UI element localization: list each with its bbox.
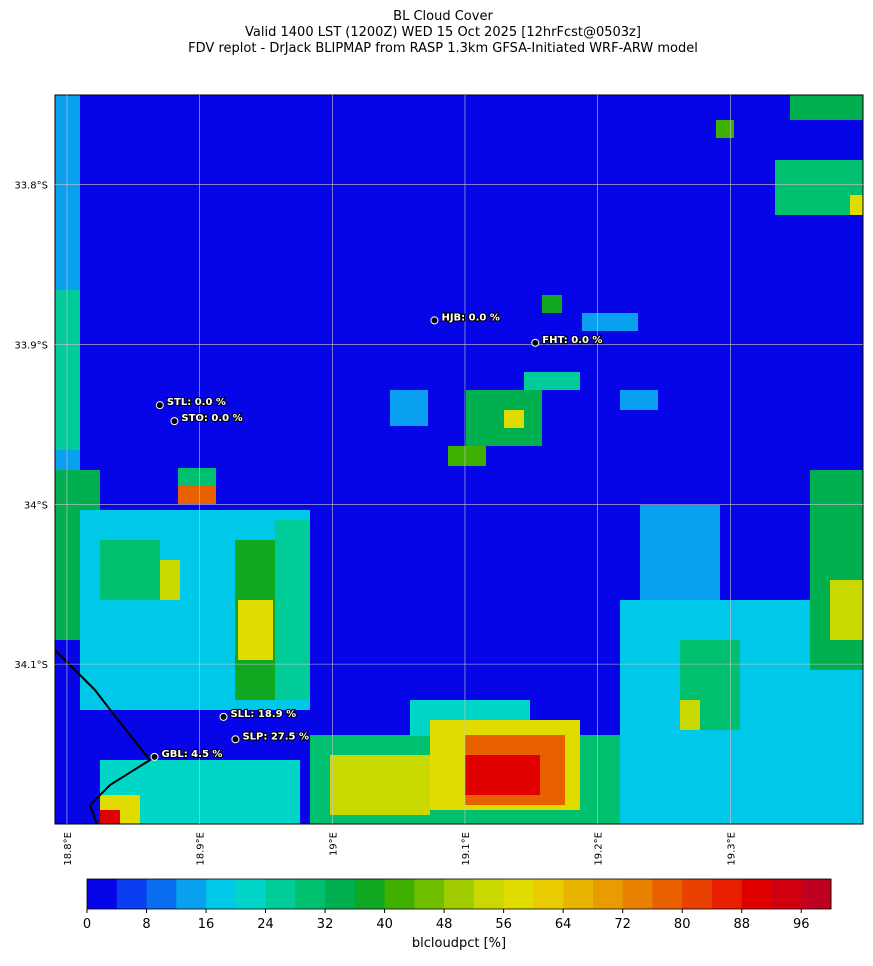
colorbar-label: blcloudpct [%] [412, 936, 506, 951]
y-tick-label: 34.1°S [14, 660, 48, 671]
map-frame [54, 94, 864, 825]
colorbar-segment [354, 879, 386, 909]
colorbar-segment [87, 879, 118, 909]
x-tick-label: 19°E [328, 832, 339, 856]
colorbar-tick-label: 24 [257, 917, 274, 932]
x-tick-label: 19.1°E [461, 832, 472, 866]
colorbar-segment [265, 879, 296, 909]
colorbar-tick-label: 48 [436, 917, 453, 932]
colorbar-tick-label: 56 [495, 917, 512, 932]
colorbar-segment [563, 879, 594, 909]
colorbar-tick-label: 16 [198, 917, 215, 932]
colorbar-segment [116, 879, 148, 909]
station-label: HJB: 0.0 % [441, 312, 499, 323]
colorbar-segment [235, 879, 267, 909]
coastline [54, 649, 152, 825]
colorbar-segment [682, 879, 713, 909]
colorbar-segment [444, 879, 475, 909]
station-label: SLP: 27.5 % [242, 731, 309, 742]
y-tick-label: 33.8°S [14, 181, 48, 192]
colorbar-tick-label: 96 [793, 917, 810, 932]
station-label: STO: 0.0 % [181, 413, 242, 424]
map-area [54, 94, 864, 825]
colorbar-tick-label: 8 [142, 917, 150, 932]
colorbar-segment [592, 879, 624, 909]
colorbar-frame [86, 878, 832, 910]
station-label: GBL: 4.5 % [162, 749, 223, 760]
colorbar-tick-label: 40 [376, 917, 393, 932]
colorbar-segment [741, 879, 772, 909]
colorbar-segment [414, 879, 445, 909]
colorbar-segment [652, 879, 683, 909]
y-tick-label: 34°S [24, 500, 48, 511]
colorbar-tick-label: 64 [555, 917, 572, 932]
colorbar-segment [325, 879, 356, 909]
station-marker [231, 735, 240, 744]
station-marker [531, 338, 540, 347]
station-marker [155, 401, 164, 410]
colorbar-tick-label: 88 [733, 917, 750, 932]
colorbar-segment [473, 879, 505, 909]
colorbar-segment [206, 879, 237, 909]
colorbar-tick-label: 0 [83, 917, 91, 932]
colorbar-segment [622, 879, 653, 909]
colorbar-segment [295, 879, 326, 909]
station-label: STL: 0.0 % [167, 397, 226, 408]
colorbar: 0 8 16 24 32 40 48 56 64 72 80 88 96 [83, 878, 832, 932]
station-marker [219, 712, 228, 721]
colorbar-segment [771, 879, 802, 909]
colorbar-segment [384, 879, 415, 909]
title-line: Valid 1400 LST (1200Z) WED 15 Oct 2025 [… [245, 25, 641, 40]
title-line: FDV replot - DrJack BLIPMAP from RASP 1.… [188, 41, 698, 56]
colorbar-segment [533, 879, 564, 909]
station-marker [430, 316, 439, 325]
title-line: BL Cloud Cover [393, 9, 493, 24]
colorbar-segment [176, 879, 207, 909]
x-tick-label: 19.3°E [726, 832, 737, 866]
colorbar-segment [801, 879, 832, 909]
x-tick-label: 19.2°E [594, 832, 605, 866]
station-marker [170, 417, 179, 426]
station-label: FHT: 0.0 % [542, 335, 602, 346]
colorbar-tick-label: 80 [674, 917, 691, 932]
colorbar-tick-label: 32 [317, 917, 334, 932]
x-tick-label: 18.8°E [63, 832, 74, 866]
colorbar-segment [503, 879, 534, 909]
cloud-patches [55, 95, 863, 824]
y-tick-label: 33.9°S [14, 340, 48, 351]
colorbar-tick-label: 72 [614, 917, 631, 932]
colorbar-segment [146, 879, 177, 909]
colorbar-segment [711, 879, 743, 909]
x-tick-label: 18.9°E [196, 832, 207, 866]
station-marker [150, 752, 159, 761]
station-label: SLL: 18.9 % [230, 709, 296, 720]
